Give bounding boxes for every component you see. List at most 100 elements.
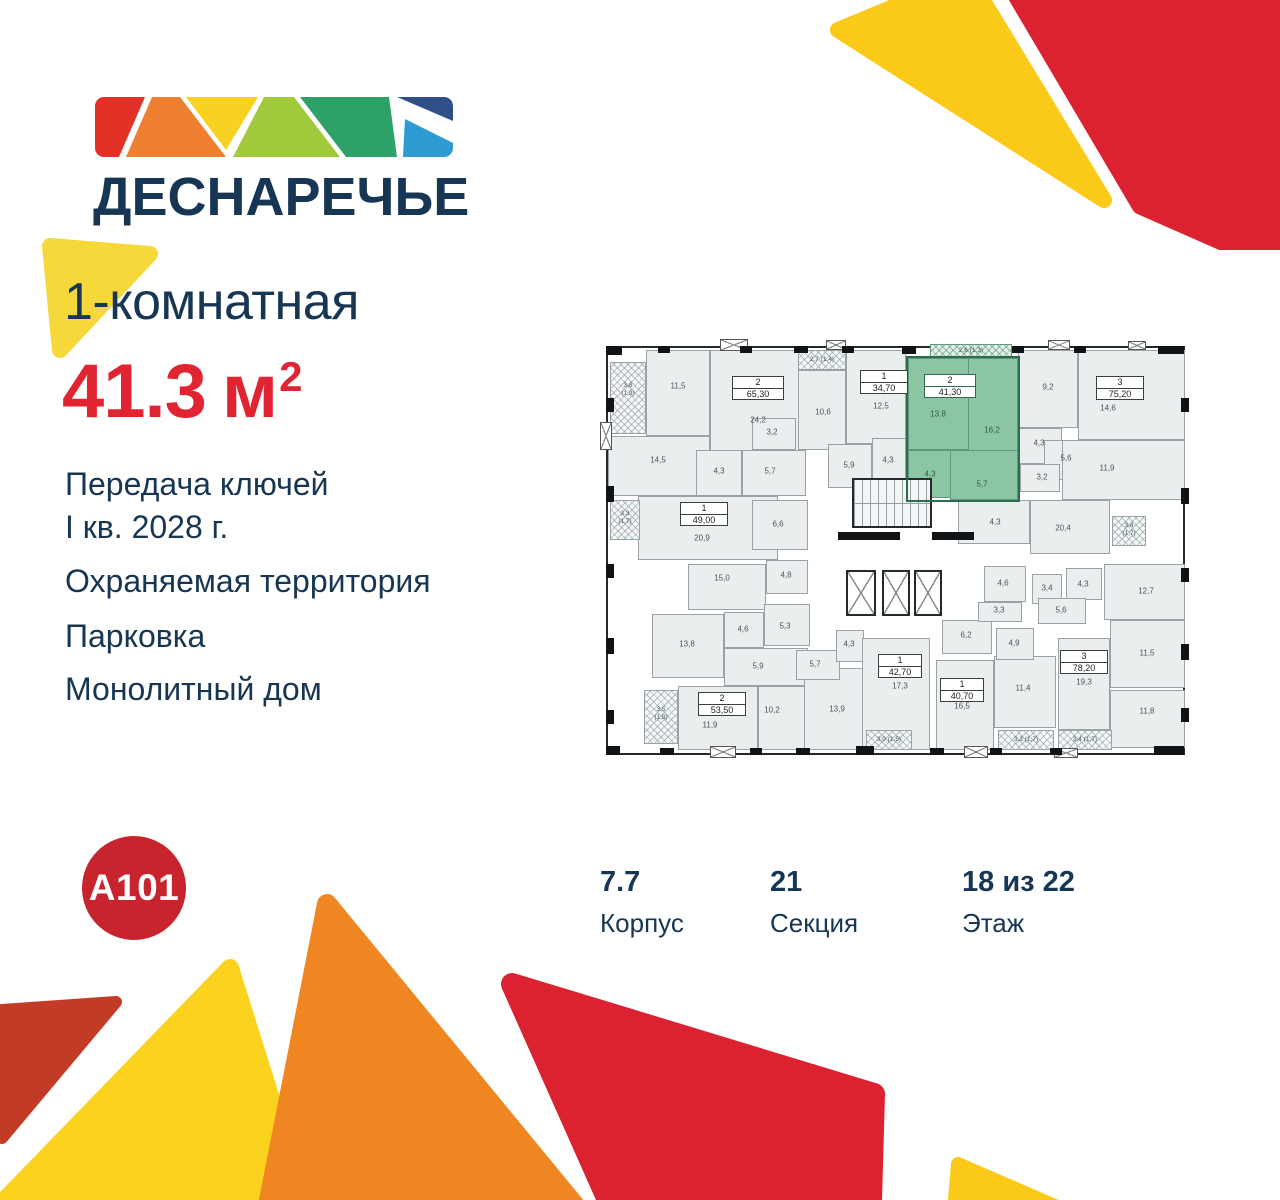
plan-room bbox=[1110, 620, 1185, 688]
plan-wall-segment bbox=[1158, 346, 1184, 354]
plan-room bbox=[984, 566, 1026, 602]
plan-area-label: 5,7 bbox=[809, 659, 821, 669]
plan-vent-shaft bbox=[1048, 340, 1070, 350]
plan-area-label-highlight: 5,7 bbox=[976, 479, 988, 489]
plan-room bbox=[796, 650, 840, 680]
listing-area: 41.3 м2 bbox=[62, 348, 303, 435]
plan-area-label: 11,9 bbox=[1099, 463, 1115, 473]
plan-area-label: 3,2 bbox=[766, 427, 778, 437]
plan-wall-segment bbox=[902, 346, 916, 354]
plan-unit-label: 1 34,70 bbox=[860, 370, 908, 394]
plan-area-label: 20,9 bbox=[694, 533, 710, 543]
plan-balcony-label: 3,4 (1,7) bbox=[1072, 736, 1098, 743]
plan-area-label: 12,7 bbox=[1138, 586, 1154, 596]
plan-room bbox=[742, 450, 806, 496]
decor-yellow-wedge-right bbox=[947, 1157, 1059, 1200]
plan-room bbox=[996, 628, 1034, 660]
plan-wall-segment bbox=[1181, 644, 1189, 660]
plan-area-label: 4,6 bbox=[997, 578, 1009, 588]
plan-balcony-label: 3,8 (1,9) bbox=[621, 382, 635, 397]
plan-area-label: 4,3 bbox=[1077, 579, 1089, 589]
plan-room bbox=[1020, 464, 1060, 492]
plan-room bbox=[766, 560, 808, 594]
plan-balcony bbox=[610, 362, 646, 434]
plan-room bbox=[724, 648, 808, 686]
plan-highlight-outline bbox=[906, 356, 1020, 502]
area-superscript: 2 bbox=[279, 353, 302, 400]
plan-balcony-label: 3,3 (1,7) bbox=[618, 510, 632, 525]
plan-area-label: 5,3 bbox=[779, 621, 791, 631]
plan-area-label: 13,8 bbox=[679, 639, 695, 649]
plan-area-label-highlight: 13,8 bbox=[930, 409, 946, 419]
logo-shape-red bbox=[95, 97, 145, 157]
plan-vent-shaft bbox=[964, 746, 988, 758]
plan-area-label: 11,5 bbox=[1139, 648, 1155, 658]
plan-area-label: 10,2 bbox=[764, 705, 780, 715]
plan-wall-segment bbox=[930, 748, 944, 755]
decor-yellow-wedge bbox=[830, 0, 1112, 208]
plan-room bbox=[752, 500, 808, 550]
logo-shape-blue bbox=[403, 119, 453, 157]
plan-wall-segment bbox=[606, 746, 620, 755]
plan-room bbox=[1110, 690, 1185, 748]
plan-wall-segment bbox=[1181, 488, 1189, 504]
plan-unit-label: 1 49,00 bbox=[680, 502, 728, 526]
logo-shape-orange bbox=[126, 97, 226, 157]
plan-room bbox=[936, 660, 994, 750]
decor-orange-triangle bbox=[258, 894, 584, 1200]
plan-balcony bbox=[1112, 516, 1146, 546]
plan-room bbox=[836, 630, 864, 662]
decor-red-polygon bbox=[1008, 0, 1280, 250]
decor-yellow-triangle-left bbox=[0, 959, 313, 1200]
plan-area-label: 15,0 bbox=[714, 573, 730, 583]
feature-handover-date: I кв. 2028 г. bbox=[65, 509, 229, 545]
plan-area-label: 3,3 bbox=[993, 605, 1005, 615]
logo-shape-navy bbox=[397, 97, 453, 121]
plan-area-label: 9,2 bbox=[1042, 382, 1054, 392]
footer-building: 7.7 Корпус bbox=[600, 866, 684, 939]
plan-wall-segment bbox=[796, 748, 810, 755]
plan-wall-segment bbox=[842, 346, 854, 353]
plan-room bbox=[764, 604, 810, 646]
plan-room bbox=[1066, 568, 1102, 600]
feature-guarded-territory: Охраняемая территория bbox=[65, 563, 431, 599]
plan-area-label: 5,7 bbox=[764, 466, 776, 476]
floor-value: 18 из 22 bbox=[962, 866, 1075, 898]
floor-plan: 2 65,30 1 34,70 2 41,30 3 75,20 1 49,00 2 53,50 1 42,… bbox=[600, 338, 1195, 763]
plan-area-label: 4,3 bbox=[713, 466, 725, 476]
plan-wall-segment bbox=[658, 346, 670, 353]
plan-elevator bbox=[846, 570, 876, 616]
plan-balcony-label: 2,7 (1,4) bbox=[809, 356, 835, 363]
building-label: Корпус bbox=[600, 908, 684, 938]
plan-wall-segment bbox=[1074, 346, 1086, 353]
plan-area-label-highlight: 4,3 bbox=[924, 469, 936, 479]
plan-vent-shaft bbox=[600, 422, 612, 450]
plan-balcony bbox=[798, 350, 846, 370]
plan-wall-segment bbox=[750, 748, 762, 755]
a101-logo: A101 bbox=[82, 836, 186, 940]
plan-area-label: 4,3 bbox=[843, 639, 855, 649]
plan-area-label: 4,3 bbox=[1033, 438, 1045, 448]
plan-room bbox=[646, 350, 710, 436]
plan-unit-label: 1 42,70 bbox=[878, 654, 922, 678]
decor-yellow-triangle bbox=[42, 238, 158, 358]
plan-area-label: 11,4 bbox=[1015, 683, 1031, 693]
plan-room bbox=[1062, 440, 1185, 500]
footer-section: 21 Секция bbox=[770, 866, 858, 939]
plan-area-label: 6,2 bbox=[960, 630, 972, 640]
plan-unit-label: 3 75,20 bbox=[1096, 376, 1144, 400]
plan-wall-segment bbox=[1050, 748, 1062, 755]
plan-area-label: 5,9 bbox=[752, 661, 764, 671]
plan-area-label: 4,8 bbox=[780, 570, 792, 580]
plan-elevator bbox=[882, 570, 910, 616]
plan-balcony bbox=[866, 730, 912, 750]
plan-room bbox=[608, 436, 710, 496]
plan-room bbox=[1104, 564, 1185, 620]
decor-top-right bbox=[830, 0, 1280, 250]
plan-wall-segment bbox=[606, 486, 614, 502]
plan-wall-segment bbox=[1181, 398, 1189, 412]
plan-vent-shaft bbox=[826, 340, 846, 350]
plan-area-label: 13,9 bbox=[829, 704, 845, 714]
plan-balcony-label-highlight: 2,6 (1,3) bbox=[958, 347, 984, 354]
logo-shape-lime bbox=[233, 97, 340, 157]
